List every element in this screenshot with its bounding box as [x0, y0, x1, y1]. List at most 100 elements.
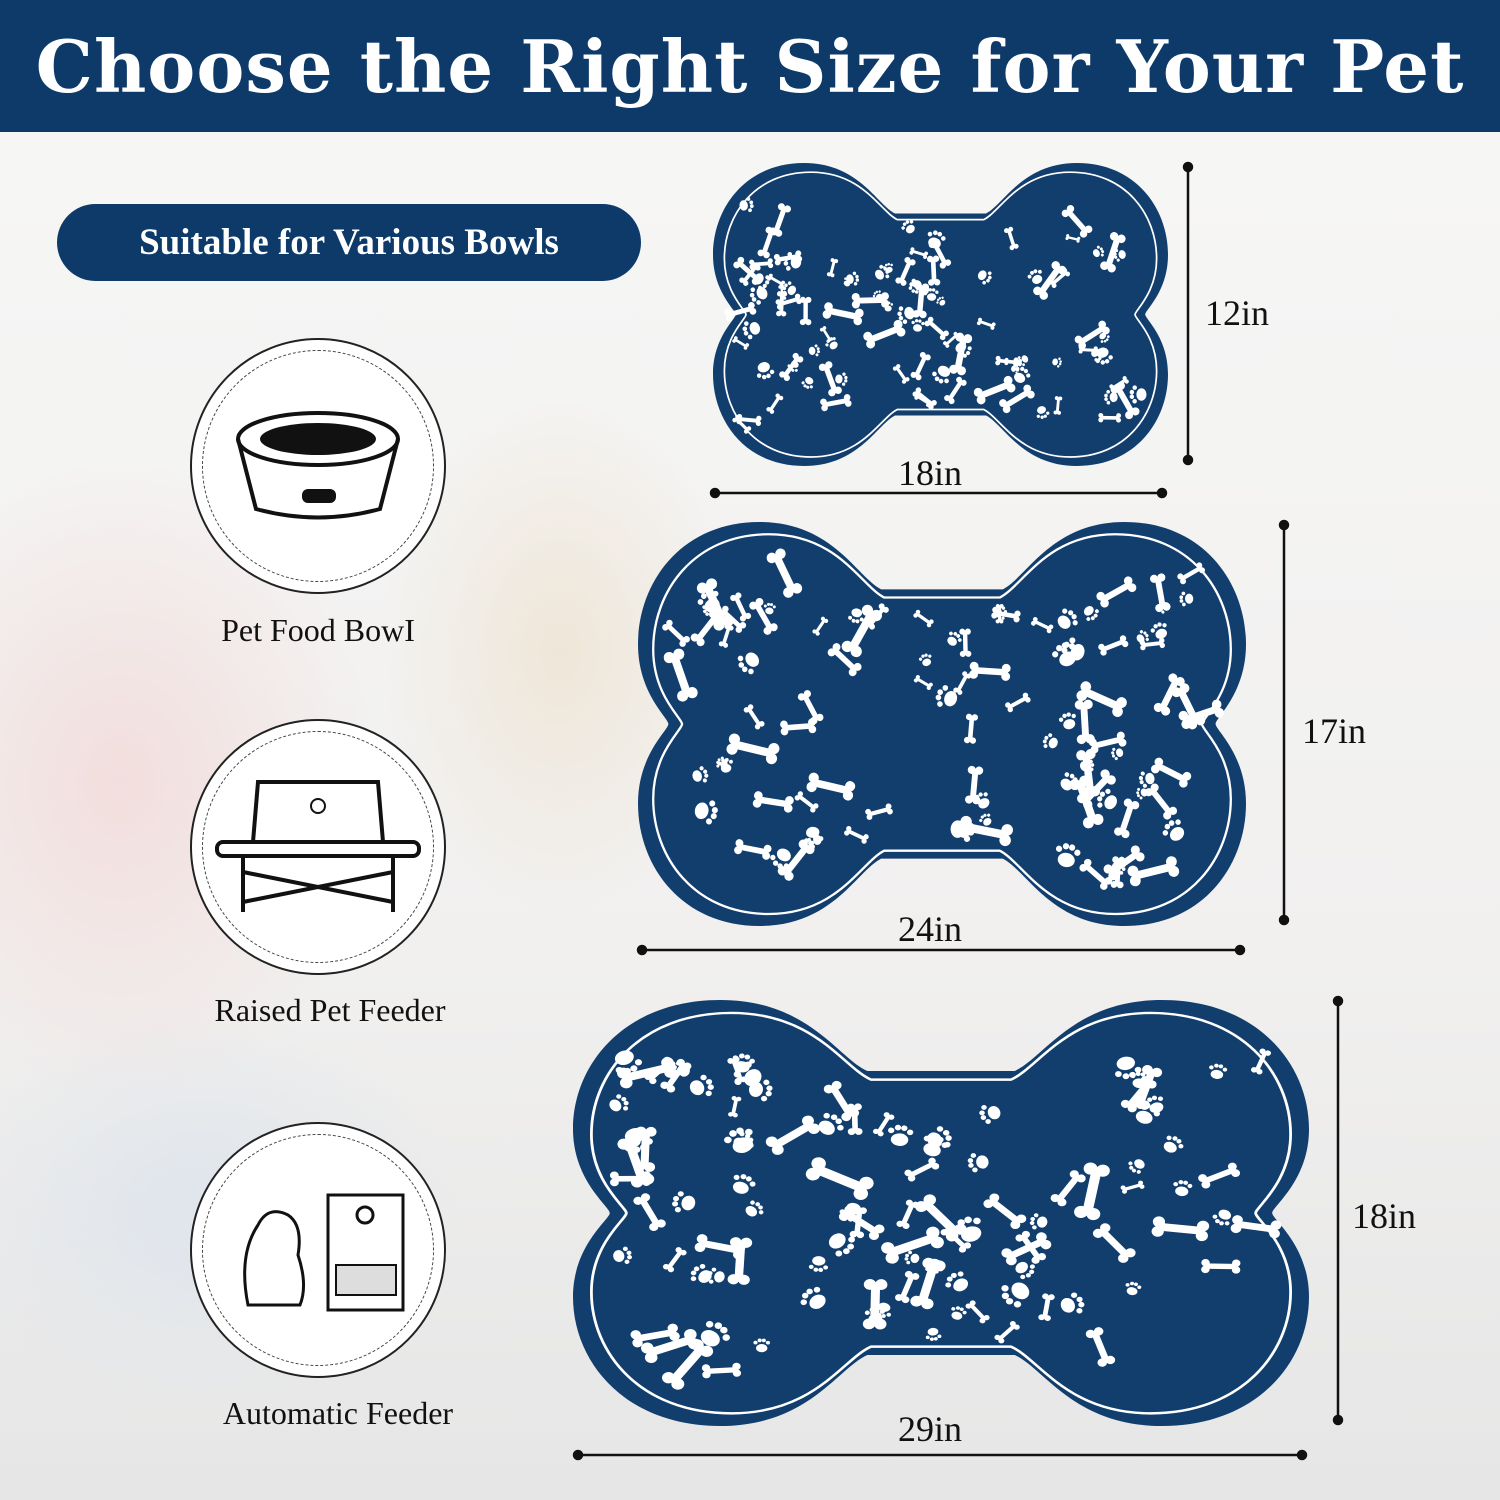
paw-pattern-icon — [808, 1256, 829, 1272]
bone-pattern-icon — [872, 1112, 895, 1137]
bone-pattern-icon — [1198, 1162, 1241, 1189]
paw-pattern-icon — [1212, 1209, 1232, 1226]
bone-pattern-icon — [944, 376, 967, 405]
paw-pattern-icon — [925, 288, 939, 301]
paw-pattern-icon — [947, 631, 962, 646]
paw-pattern-icon — [875, 264, 890, 280]
paw-pattern-icon — [737, 652, 760, 675]
paw-pattern-icon — [935, 685, 958, 707]
bone-pattern-icon — [973, 375, 1016, 405]
paw-pattern-icon — [979, 1104, 1001, 1124]
width-label-medium: 24in — [898, 909, 963, 949]
header-banner: Choose the Right Size for Your Pet — [0, 0, 1500, 132]
paw-pattern-icon — [1111, 747, 1124, 761]
bone-pattern-icon — [752, 791, 794, 813]
bone-pattern-icon — [1144, 783, 1178, 820]
paw-pattern-icon — [835, 372, 848, 386]
bone-pattern-icon — [1048, 268, 1071, 288]
bone-pattern-icon — [1251, 1048, 1271, 1075]
paw-pattern-icon — [1209, 1063, 1228, 1079]
bone-pattern-icon — [943, 331, 960, 348]
bone-pattern-icon — [963, 713, 979, 744]
bone-pattern-icon — [1079, 858, 1113, 890]
bone-pattern-icon — [983, 1193, 1027, 1230]
paw-pattern-icon — [609, 1094, 629, 1112]
paw-pattern-icon — [818, 1112, 844, 1135]
raised-feeder-icon — [190, 719, 446, 975]
bone-pattern-icon — [1076, 681, 1127, 718]
bone-pattern-icon — [749, 598, 778, 635]
pet-food-bowl-icon — [190, 338, 446, 594]
bone-pattern-icon — [734, 839, 772, 860]
mat-inner-border — [723, 171, 1158, 458]
paw-pattern-icon — [1115, 1056, 1142, 1080]
paw-pattern-icon — [1179, 591, 1194, 607]
bone-pattern-icon — [766, 548, 803, 598]
bone-pattern-icon — [818, 361, 842, 397]
paw-pattern-icon — [1111, 859, 1126, 875]
mat-medium — [638, 522, 1246, 926]
bone-pattern-icon — [1177, 562, 1206, 585]
bone-pattern-icon — [1050, 1170, 1086, 1207]
paw-pattern-icon — [800, 1286, 826, 1309]
bone-pattern-icon — [909, 247, 929, 259]
paw-pattern-icon — [694, 800, 718, 825]
paw-pattern-icon — [1060, 1292, 1085, 1314]
paw-pattern-icon — [613, 1246, 632, 1264]
bone-pattern-icon — [630, 1323, 680, 1348]
bone-pattern-icon — [732, 336, 750, 350]
paw-pattern-icon — [739, 197, 754, 213]
bone-pattern-icon — [765, 1115, 820, 1155]
use-label: Pet Food BowI — [221, 612, 415, 648]
paw-pattern-icon — [770, 848, 791, 869]
bone-pattern-icon — [1127, 856, 1180, 887]
bone-pattern-icon — [776, 291, 788, 317]
bone-pattern-icon — [1005, 692, 1031, 713]
paw-pattern-icon — [897, 306, 915, 324]
bone-pattern-icon — [844, 825, 869, 844]
paw-pattern-icon — [1173, 1180, 1193, 1197]
paw-pattern-icon — [1014, 366, 1031, 383]
bone-pattern-icon — [1153, 673, 1185, 716]
paw-pattern-icon — [967, 1153, 989, 1173]
bone-pattern-icon — [1201, 1258, 1241, 1274]
bone-pattern-icon — [1088, 731, 1127, 754]
bone-pattern-icon — [694, 1234, 746, 1260]
bone-pattern-icon — [1085, 1327, 1116, 1367]
bone-pattern-icon — [726, 733, 780, 765]
paw-pattern-icon — [839, 1202, 862, 1222]
paw-pattern-icon — [753, 1338, 771, 1353]
bone-pattern-icon — [1151, 1216, 1210, 1242]
paw-pattern-icon — [716, 756, 728, 769]
bone-pattern-icon — [1178, 699, 1225, 729]
paw-pattern-icon — [1136, 630, 1149, 643]
paw-pattern-icon — [1027, 269, 1043, 284]
bone-pattern-icon — [1098, 635, 1129, 656]
bone-pattern-icon — [964, 765, 984, 805]
height-label-small: 12in — [1205, 293, 1270, 333]
suitable-badge: Suitable for Various Bowls — [57, 204, 641, 281]
bone-pattern-icon — [1149, 573, 1171, 613]
mat-large — [573, 1000, 1309, 1426]
bone-pattern-icon — [1074, 1162, 1110, 1221]
width-label-large: 29in — [898, 1409, 963, 1449]
bone-pattern-icon — [730, 592, 752, 622]
bone-pattern-icon — [773, 250, 803, 266]
bone-pattern-icon — [994, 1321, 1020, 1344]
paw-pattern-icon — [624, 1127, 653, 1153]
bone-pattern-icon — [1074, 699, 1095, 745]
bone-pattern-icon — [863, 319, 906, 349]
bone-pattern-icon — [924, 316, 949, 341]
bone-pattern-icon — [609, 1171, 651, 1187]
bone-pattern-icon — [767, 273, 786, 288]
bone-pattern-icon — [865, 803, 893, 820]
page-title: Choose the Right Size for Your Pet — [35, 23, 1465, 109]
paw-pattern-icon — [951, 1306, 967, 1320]
paw-pattern-icon — [745, 1200, 764, 1217]
bone-pattern-icon — [926, 255, 941, 286]
paw-pattern-icon — [979, 813, 992, 826]
bone-pattern-icon — [1098, 412, 1122, 423]
paw-pattern-icon — [1015, 1261, 1035, 1280]
paw-pattern-icon — [1104, 390, 1118, 405]
bone-pattern-icon — [806, 772, 856, 801]
